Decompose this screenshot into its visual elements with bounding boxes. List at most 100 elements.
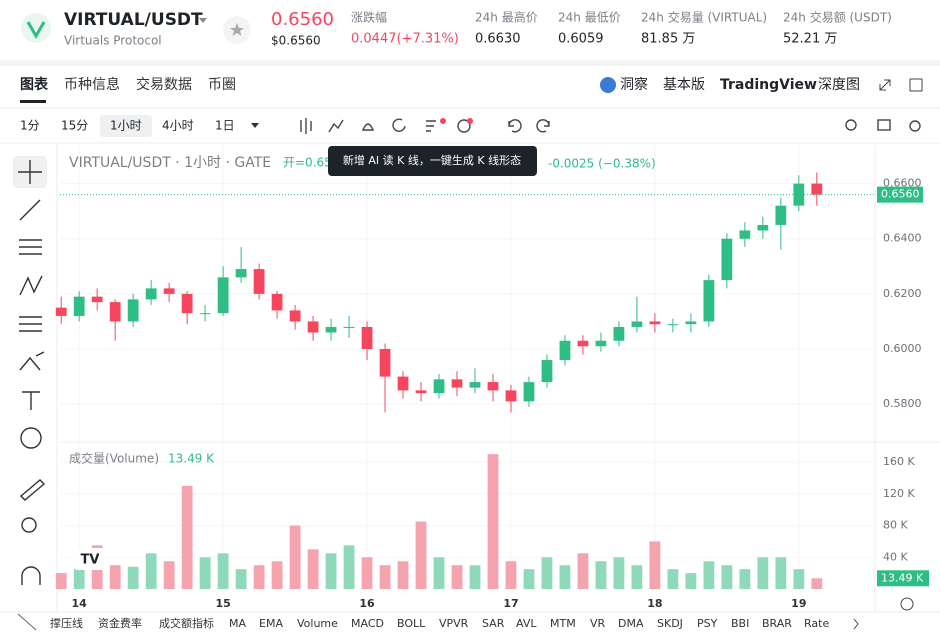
candle-body: [631, 321, 643, 327]
interval-dropdown[interactable]: [251, 123, 259, 128]
indicator[interactable]: Rate: [804, 617, 829, 630]
settings-icon[interactable]: [909, 120, 921, 132]
candle-body: [235, 269, 247, 278]
line-tool[interactable]: [19, 199, 41, 221]
interval[interactable]: 15分: [61, 119, 88, 133]
indicator[interactable]: EMA: [259, 617, 283, 630]
replay-icon[interactable]: [392, 118, 406, 132]
ruler-tool[interactable]: [19, 479, 46, 501]
interval[interactable]: 4小时: [162, 119, 194, 133]
badge: [440, 118, 446, 124]
interval[interactable]: 1日: [215, 119, 235, 133]
indicator[interactable]: PSY: [697, 617, 718, 630]
search-icon[interactable]: [845, 119, 857, 131]
view-option[interactable]: 洞察: [620, 76, 648, 93]
scroll-right[interactable]: [853, 618, 859, 630]
indicator[interactable]: BOLL: [397, 617, 426, 630]
brush-tool[interactable]: [19, 351, 45, 371]
candle-body: [343, 326, 355, 328]
indicator[interactable]: VR: [590, 617, 606, 630]
tab-underline: [20, 100, 46, 103]
volume-bar: [595, 561, 607, 589]
volume-bar: [325, 553, 337, 589]
indicator[interactable]: DMA: [618, 617, 644, 630]
last-price-tag: [877, 186, 923, 203]
view-option[interactable]: 基本版: [663, 76, 705, 93]
indicator[interactable]: 资金费率: [98, 616, 142, 630]
stat-value: 81.85 万: [641, 32, 695, 47]
alert-icon[interactable]: [361, 123, 375, 131]
fullscreen-icon[interactable]: [879, 79, 891, 91]
indicator[interactable]: AVL: [516, 617, 537, 630]
candle-body: [469, 382, 481, 388]
undo-icon[interactable]: [508, 119, 522, 133]
text-tool[interactable]: [22, 391, 40, 410]
volume-tick-label: 160 K: [883, 455, 915, 468]
pair[interactable]: VIRTUAL/USDT: [64, 10, 203, 30]
volume-bar: [271, 561, 283, 589]
candle-body: [541, 360, 553, 383]
pattern-tool[interactable]: [19, 275, 43, 296]
interval[interactable]: 1小时: [110, 119, 142, 133]
indicator[interactable]: 成交额指标: [159, 616, 214, 630]
indicator[interactable]: MA: [229, 617, 246, 630]
indicator[interactable]: 撑压线: [50, 616, 83, 630]
candle-icon[interactable]: [300, 118, 312, 134]
candle-body: [721, 238, 733, 281]
indicator[interactable]: VPVR: [439, 617, 469, 630]
drawing-tools: [18, 160, 46, 585]
volume-bar: [361, 557, 373, 589]
pair-dropdown[interactable]: [199, 18, 207, 23]
candle-body: [811, 183, 823, 195]
crosshair-tool[interactable]: [18, 160, 42, 184]
volume-bar: [577, 553, 589, 589]
redo-icon[interactable]: [536, 119, 550, 133]
indicator[interactable]: MTM: [550, 617, 576, 630]
indicator[interactable]: BBI: [731, 617, 749, 630]
volume-bar: [289, 525, 301, 589]
view-option[interactable]: TradingView: [720, 77, 817, 93]
change-label: 涨跌幅: [351, 10, 387, 25]
indicator[interactable]: MACD: [351, 617, 384, 630]
candle-body: [559, 340, 571, 361]
stat-label: 24h 最低价: [558, 11, 621, 25]
tab[interactable]: 交易数据: [136, 76, 192, 93]
stat-label: 24h 最高价: [475, 10, 538, 25]
candle-body: [91, 296, 103, 303]
interval[interactable]: 1分: [20, 119, 40, 133]
add-icon[interactable]: [457, 119, 471, 133]
indicator[interactable]: BRAR: [762, 617, 792, 630]
indicator[interactable]: SAR: [482, 617, 505, 630]
volume-bar: [685, 573, 697, 589]
candle-body: [523, 382, 535, 402]
tab[interactable]: 币圈: [208, 77, 236, 93]
indicator[interactable]: Volume: [297, 617, 338, 630]
channel-tool[interactable]: [19, 239, 42, 255]
ai-icon[interactable]: [426, 120, 436, 132]
magnet-tool[interactable]: [21, 566, 41, 585]
volume-bar: [775, 557, 787, 589]
candle-body: [703, 280, 715, 322]
logo: [21, 13, 51, 43]
volume-bar: [397, 561, 409, 589]
volume-bar: [379, 565, 391, 589]
x-tick-label: 17: [503, 597, 518, 610]
tab[interactable]: 币种信息: [64, 76, 120, 93]
volume-bar: [55, 573, 67, 589]
window-icon[interactable]: [909, 78, 923, 92]
axis-settings[interactable]: [900, 597, 914, 611]
y-tick-label: 0.6400: [883, 232, 922, 245]
camera-icon[interactable]: [877, 119, 891, 131]
indicator-icon[interactable]: [328, 119, 344, 133]
fib-tool[interactable]: [19, 316, 42, 332]
emoji-tool[interactable]: [20, 427, 42, 449]
view-option[interactable]: 深度图: [818, 77, 860, 93]
indicator[interactable]: SKDJ: [657, 617, 683, 630]
zoom-tool[interactable]: [21, 517, 37, 533]
x-tick-label: 15: [215, 597, 230, 610]
y-tick-label: 0.6200: [883, 287, 922, 300]
tab[interactable]: 图表: [20, 76, 49, 93]
x-tick-label: 18: [647, 597, 662, 610]
volume-bar: [127, 566, 139, 589]
